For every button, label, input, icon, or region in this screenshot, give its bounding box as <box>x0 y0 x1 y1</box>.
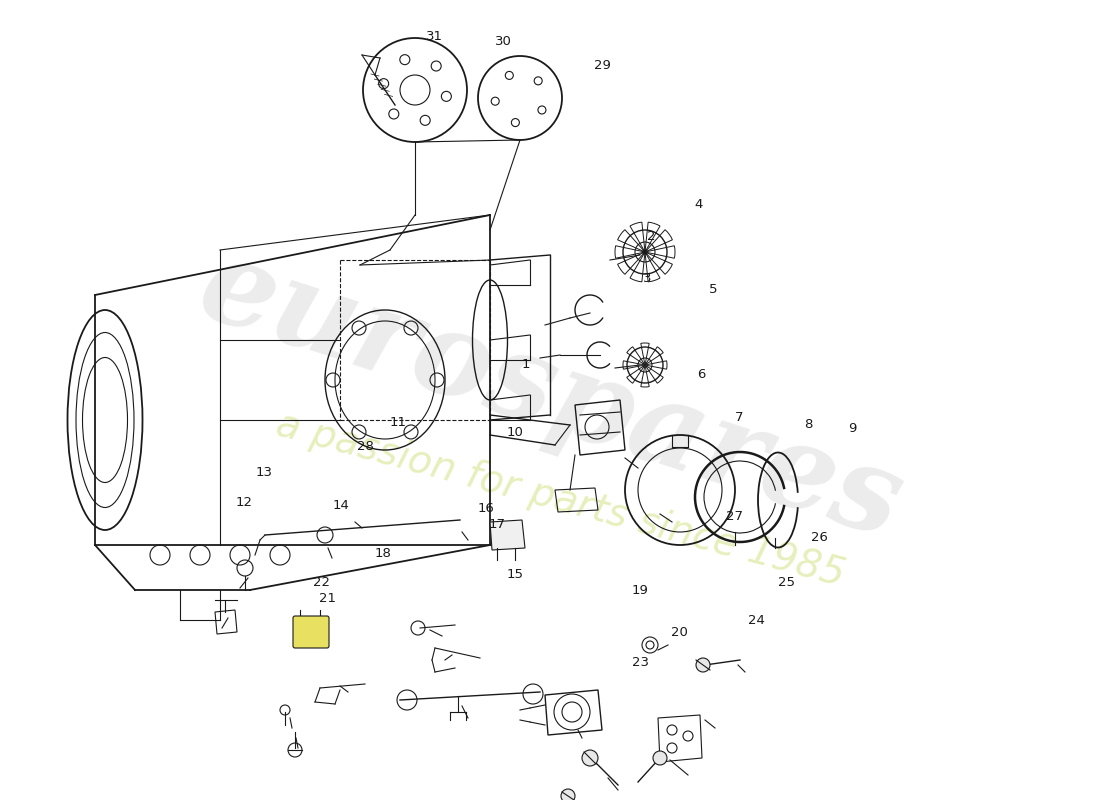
Circle shape <box>561 789 575 800</box>
Text: 25: 25 <box>778 576 795 589</box>
Text: 29: 29 <box>594 59 612 72</box>
FancyBboxPatch shape <box>293 616 329 648</box>
Text: 6: 6 <box>697 368 706 381</box>
Text: 10: 10 <box>506 426 524 438</box>
Polygon shape <box>490 520 525 550</box>
Text: 2: 2 <box>647 230 656 242</box>
Text: 19: 19 <box>631 584 649 597</box>
Text: 3: 3 <box>642 272 651 285</box>
Text: 30: 30 <box>495 35 513 48</box>
Text: a passion for parts since 1985: a passion for parts since 1985 <box>272 406 848 594</box>
Text: 8: 8 <box>804 418 813 430</box>
Text: 7: 7 <box>735 411 744 424</box>
Text: 24: 24 <box>748 614 766 626</box>
Text: 27: 27 <box>726 510 744 522</box>
Text: 26: 26 <box>811 531 828 544</box>
Text: eurospares: eurospares <box>185 227 915 562</box>
Text: 23: 23 <box>631 656 649 669</box>
Text: 5: 5 <box>708 283 717 296</box>
Text: 9: 9 <box>848 422 857 434</box>
Text: 21: 21 <box>319 592 337 605</box>
Text: 1: 1 <box>521 358 530 370</box>
Text: 14: 14 <box>332 499 350 512</box>
Text: 17: 17 <box>488 518 506 530</box>
Text: 18: 18 <box>374 547 392 560</box>
Text: 28: 28 <box>356 440 374 453</box>
Text: 4: 4 <box>694 198 703 210</box>
Text: 13: 13 <box>255 466 273 478</box>
Text: 11: 11 <box>389 416 407 429</box>
Text: 15: 15 <box>506 568 524 581</box>
Text: 12: 12 <box>235 496 253 509</box>
Text: 31: 31 <box>426 30 443 42</box>
Text: 22: 22 <box>312 576 330 589</box>
Circle shape <box>696 658 710 672</box>
Circle shape <box>653 751 667 765</box>
Text: 20: 20 <box>671 626 689 638</box>
Text: 16: 16 <box>477 502 495 515</box>
Circle shape <box>582 750 598 766</box>
